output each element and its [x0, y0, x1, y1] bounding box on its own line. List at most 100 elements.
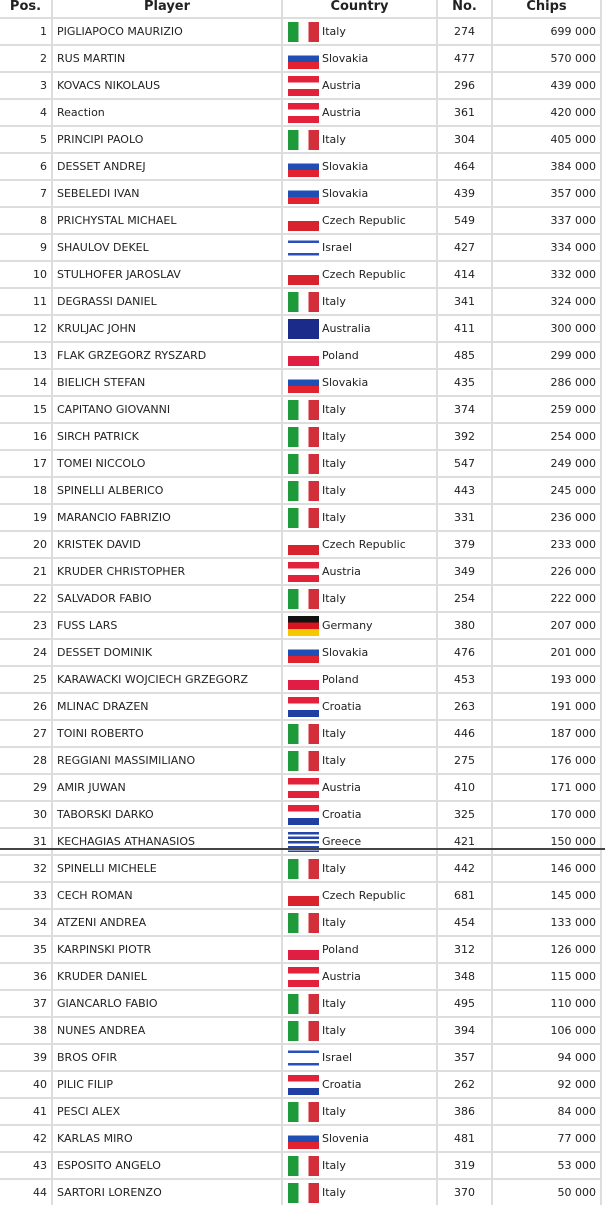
flag-icon [288, 507, 319, 528]
chip-count: 193 000 [492, 665, 602, 693]
country-cell: Italy [282, 854, 438, 882]
country-cell: Austria [282, 71, 438, 99]
flag-icon [288, 696, 319, 717]
country-cell: Italy [282, 125, 438, 153]
table-row: 24 DESSET DOMINIK Slovakia 476 201 000 [0, 638, 602, 666]
country-cell: Australia [282, 314, 438, 342]
table-row: 6 DESSET ANDREJ Slovakia 464 384 000 [0, 152, 602, 180]
player-name: MARANCIO FABRIZIO [52, 503, 283, 531]
player-name: TOINI ROBERTO [52, 719, 283, 747]
position: 39 [0, 1043, 53, 1071]
flag-icon [288, 669, 319, 690]
chip-count: 106 000 [492, 1016, 602, 1044]
table-row: 23 FUSS LARS Germany 380 207 000 [0, 611, 602, 639]
chip-count: 570 000 [492, 44, 602, 72]
country-name: Italy [322, 997, 346, 1010]
flag-icon [288, 1128, 319, 1149]
flag-icon [288, 912, 319, 933]
table-row: 1 PIGLIAPOCO MAURIZIO Italy 274 699 000 [0, 17, 602, 45]
table-row: 8 PRICHYSTAL MICHAEL Czech Republic 549 … [0, 206, 602, 234]
country-cell: Czech Republic [282, 206, 438, 234]
player-number: 442 [437, 854, 493, 882]
header-chips: Chips [492, 0, 602, 18]
player-name: BROS OFIR [52, 1043, 283, 1071]
country-name: Italy [322, 484, 346, 497]
chip-count: 201 000 [492, 638, 602, 666]
position: 14 [0, 368, 53, 396]
country-cell: Italy [282, 17, 438, 45]
player-number: 370 [437, 1178, 493, 1205]
country-cell: Italy [282, 395, 438, 423]
table-row: 4 Reaction Austria 361 420 000 [0, 98, 602, 126]
player-number: 421 [437, 827, 493, 855]
country-cell: Italy [282, 449, 438, 477]
country-name: Slovakia [322, 646, 369, 659]
country-name: Italy [322, 133, 346, 146]
player-number: 262 [437, 1070, 493, 1098]
table-row: 26 MLINAC DRAZEN Croatia 263 191 000 [0, 692, 602, 720]
country-cell: Poland [282, 665, 438, 693]
country-cell: Slovakia [282, 179, 438, 207]
player-name: KECHAGIAS ATHANASIOS [52, 827, 283, 855]
country-cell: Israel [282, 1043, 438, 1071]
flag-icon [288, 21, 319, 42]
player-number: 374 [437, 395, 493, 423]
player-number: 549 [437, 206, 493, 234]
position: 2 [0, 44, 53, 72]
position: 9 [0, 233, 53, 261]
chip-count: 92 000 [492, 1070, 602, 1098]
table-row: 22 SALVADOR FABIO Italy 254 222 000 [0, 584, 602, 612]
player-name: FUSS LARS [52, 611, 283, 639]
player-name: KARLAS MIRO [52, 1124, 283, 1152]
chip-count: 337 000 [492, 206, 602, 234]
player-name: KARAWACKI WOJCIECH GRZEGORZ [52, 665, 283, 693]
position: 3 [0, 71, 53, 99]
country-cell: Austria [282, 98, 438, 126]
player-number: 380 [437, 611, 493, 639]
flag-icon [288, 1101, 319, 1122]
country-name: Italy [322, 754, 346, 767]
chip-count: 254 000 [492, 422, 602, 450]
position: 17 [0, 449, 53, 477]
position: 40 [0, 1070, 53, 1098]
player-name: ESPOSITO ANGELO [52, 1151, 283, 1179]
country-name: Italy [322, 511, 346, 524]
position: 8 [0, 206, 53, 234]
player-number: 341 [437, 287, 493, 315]
player-name: DESSET DOMINIK [52, 638, 283, 666]
player-number: 681 [437, 881, 493, 909]
position: 24 [0, 638, 53, 666]
country-cell: Czech Republic [282, 530, 438, 558]
cutoff-line [0, 848, 605, 850]
country-name: Croatia [322, 808, 362, 821]
country-name: Czech Republic [322, 214, 406, 227]
flag-icon [288, 723, 319, 744]
player-name: TABORSKI DARKO [52, 800, 283, 828]
chip-count: 50 000 [492, 1178, 602, 1205]
country-cell: Slovakia [282, 152, 438, 180]
chip-count: 207 000 [492, 611, 602, 639]
country-cell: Croatia [282, 1070, 438, 1098]
position: 34 [0, 908, 53, 936]
table-row: 35 KARPINSKI PIOTR Poland 312 126 000 [0, 935, 602, 963]
chip-count: 699 000 [492, 17, 602, 45]
chip-count: 176 000 [492, 746, 602, 774]
player-number: 453 [437, 665, 493, 693]
player-name: KARPINSKI PIOTR [52, 935, 283, 963]
flag-icon [288, 561, 319, 582]
position: 30 [0, 800, 53, 828]
position: 22 [0, 584, 53, 612]
country-cell: Croatia [282, 800, 438, 828]
position: 7 [0, 179, 53, 207]
country-name: Slovakia [322, 52, 369, 65]
table-row: 9 SHAULOV DEKEL Israel 427 334 000 [0, 233, 602, 261]
player-name: SHAULOV DEKEL [52, 233, 283, 261]
position: 1 [0, 17, 53, 45]
table-row: 43 ESPOSITO ANGELO Italy 319 53 000 [0, 1151, 602, 1179]
chip-count: 300 000 [492, 314, 602, 342]
country-name: Italy [322, 1159, 346, 1172]
player-number: 312 [437, 935, 493, 963]
position: 31 [0, 827, 53, 855]
flag-icon [288, 1047, 319, 1068]
position: 13 [0, 341, 53, 369]
